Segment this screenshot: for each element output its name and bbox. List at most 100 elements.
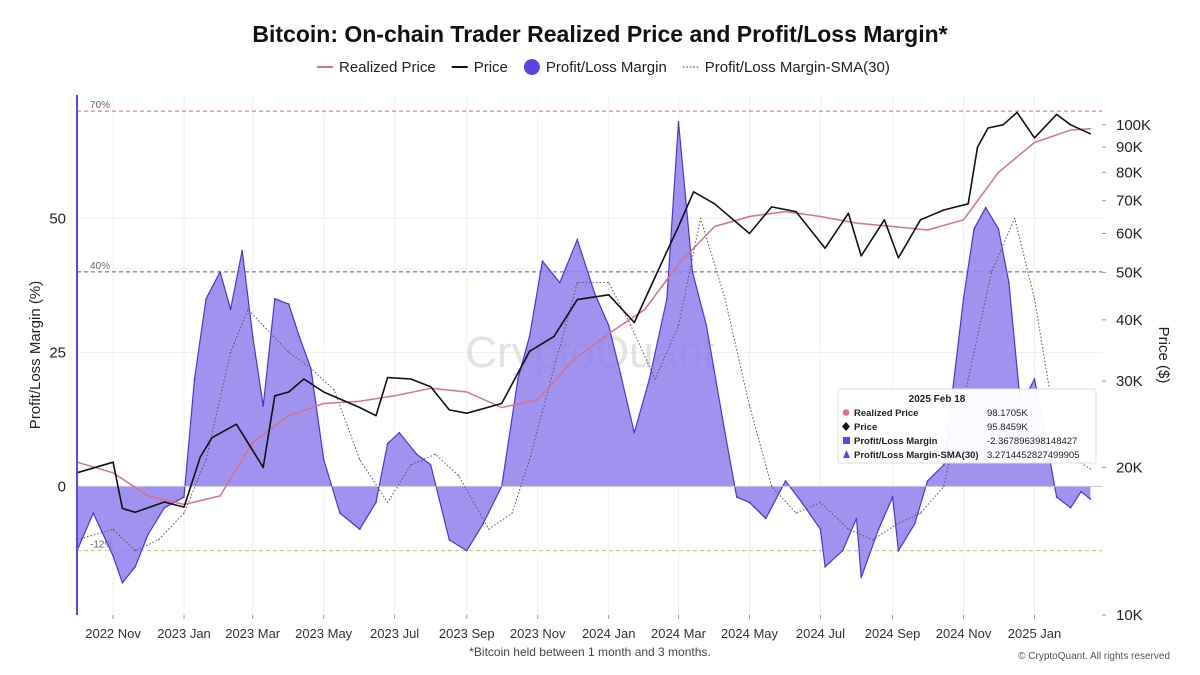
realized-price-line: [76, 127, 1091, 506]
sma-line-point: [288, 351, 290, 353]
profit-loss-margin-point: [576, 238, 579, 241]
sma-line-point: [134, 550, 136, 552]
x-tick-label: 2024 Nov: [936, 626, 992, 641]
sma-line-point: [748, 405, 751, 407]
price-line-point: [553, 335, 555, 337]
sma-line-point: [553, 367, 555, 369]
sma-line-point: [608, 282, 610, 284]
realized-price-line-point: [819, 215, 822, 218]
sma-line-point: [819, 501, 822, 503]
price-line-point: [771, 206, 773, 208]
realized-price-line-point: [997, 171, 1000, 173]
profit-loss-margin-point: [298, 335, 301, 338]
profit-loss-margin-point: [219, 271, 221, 273]
profit-loss-margin-point: [973, 228, 975, 230]
plot-area: CryptoQuant 70%40%-12%: [76, 95, 1102, 615]
right-axis-title: Price ($): [1155, 327, 1172, 384]
profit-loss-margin-point: [648, 378, 651, 380]
sma-line-point: [458, 475, 460, 477]
realized-price-line-point: [608, 333, 610, 335]
profit-loss-margin-point: [121, 582, 124, 584]
left-axis-ticks: 0 25 50: [49, 210, 66, 495]
right-axis-ticks: 10K 20K 30K 40K 50K 60K 70K 80K 90K 100K: [1102, 117, 1151, 624]
profit-loss-margin-point: [860, 576, 862, 579]
price-line-point: [1002, 124, 1004, 126]
price-line-point: [288, 391, 290, 393]
sma-line-point: [919, 512, 922, 514]
x-tick-label: 2024 Jan: [582, 626, 636, 641]
legend-item: Realized Price: [317, 59, 436, 76]
price-line-point: [501, 402, 503, 405]
realized-price-line-point: [748, 215, 751, 218]
profit-loss-margin-point: [274, 297, 276, 300]
price-line-point: [1070, 124, 1072, 126]
sma-line-point: [1014, 217, 1016, 219]
profit-loss-margin-point: [134, 566, 136, 568]
profit-loss-margin-point: [897, 549, 900, 552]
profit-loss-margin-point: [466, 549, 468, 552]
right-tick-label: 30K: [1116, 373, 1143, 390]
price-line-point: [387, 377, 389, 379]
tooltip-row-label: Profit/Loss Margin-SMA(30): [854, 450, 979, 461]
sma-line-point: [310, 367, 312, 369]
price-line-point: [919, 219, 922, 221]
price-line-point: [211, 437, 213, 439]
tooltip-marker: [842, 422, 850, 431]
profit-loss-margin-point: [997, 228, 1000, 230]
profit-loss-margin-point: [541, 260, 544, 263]
profit-loss-margin-point: [801, 501, 803, 504]
price-line-point: [410, 378, 412, 380]
realized-price-line-point: [926, 229, 929, 231]
price-line-point: [714, 203, 716, 205]
profit-loss-margin-point: [926, 480, 929, 482]
tooltip-row-label: Price: [854, 422, 877, 433]
left-axis-title: Profit/Loss Margin (%): [27, 281, 44, 429]
x-axis-ticks: 2022 Nov 2023 Jan 2023 Mar 2023 May 2023 Jul…: [85, 615, 1061, 641]
price-line-point: [693, 191, 695, 193]
legend-item: Profit/Loss Margin: [523, 59, 667, 76]
profit-loss-margin-point: [962, 297, 965, 300]
realized-price-line-point: [1033, 141, 1036, 144]
realized-price-line-point: [466, 391, 468, 393]
profit-loss-margin-point: [205, 297, 207, 300]
reference-label: 40%: [90, 261, 110, 272]
profit-loss-margin-point: [1033, 378, 1036, 380]
left-tick-label: 0: [58, 478, 66, 495]
profit-loss-margin-point: [1008, 281, 1010, 284]
sma-line-point: [183, 512, 185, 514]
price-line-point: [1089, 133, 1091, 135]
price-line-point: [134, 511, 136, 513]
reference-lines: 70% 40% -12%: [77, 100, 1102, 552]
sma-line-point: [1089, 468, 1091, 470]
x-tick-label: 2024 Jul: [796, 626, 845, 641]
price-line-point: [274, 395, 276, 397]
sma-line-point: [677, 324, 680, 327]
profit-loss-margin-point: [429, 464, 432, 466]
legend-label: Profit/Loss Margin-SMA(30): [705, 59, 890, 76]
profit-loss-margin-point: [229, 308, 232, 311]
profit-loss-margin-point: [735, 496, 738, 498]
legend-item: Profit/Loss Margin-SMA(30): [682, 59, 890, 76]
realized-price-line-point: [323, 402, 325, 405]
right-tick-label: 90K: [1116, 139, 1143, 156]
footnote: *Bitcoin held between 1 month and 3 mont…: [469, 645, 711, 659]
sma-line: [76, 217, 1091, 552]
realized-price-line-point: [892, 225, 894, 228]
price-line-point: [375, 415, 377, 417]
price-line-point: [677, 225, 680, 228]
price-line-point: [795, 211, 797, 213]
sma-line-point: [771, 485, 773, 487]
left-tick-label: 25: [49, 344, 66, 361]
tooltip-row-label: Realized Price: [854, 408, 918, 419]
realized-price-line-point: [537, 399, 539, 401]
profit-loss-margin-point: [705, 324, 708, 327]
price-line-point: [967, 203, 969, 205]
tooltip-row-value: -2.367896398148427: [987, 436, 1077, 447]
right-tick-label: 100K: [1116, 117, 1151, 134]
sma-line-point: [990, 271, 993, 273]
profit-loss-margin-point: [1080, 490, 1082, 493]
right-tick-label: 20K: [1116, 459, 1143, 476]
sma-line-point: [795, 512, 797, 514]
realized-price-line-point: [359, 400, 361, 402]
